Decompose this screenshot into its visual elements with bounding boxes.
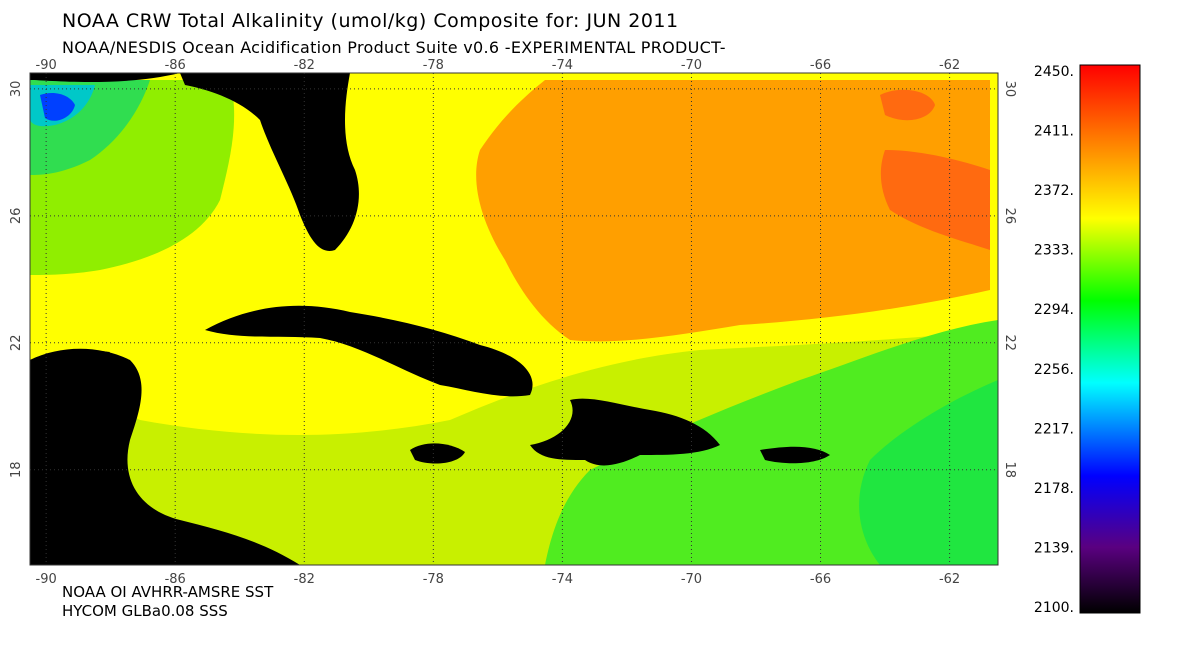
field-orange (476, 80, 990, 342)
lon-label: -90 (36, 58, 57, 73)
colorbar-label: 2178. (1034, 481, 1074, 497)
field-red-patch (880, 89, 935, 121)
colorbar-label: 2100. (1034, 600, 1074, 616)
source-sst: NOAA OI AVHRR-AMSRE SST (62, 583, 274, 601)
lat-label: 18 (1002, 462, 1017, 479)
map-grid (30, 73, 998, 565)
colorbar-label: 2256. (1034, 362, 1074, 378)
field-red-patch-2 (880, 150, 990, 250)
lon-label: -78 (423, 58, 444, 73)
field-green-deep (859, 380, 998, 565)
map-title: NOAA CRW Total Alkalinity (umol/kg) Comp… (62, 10, 679, 32)
colorbar-labels: 2450. 2411. 2372. 2333. 2294. 2256. 2217. 2178.… (1034, 64, 1074, 616)
lon-label: -90 (36, 572, 57, 587)
lat-label: 30 (1002, 81, 1017, 98)
colorbar-label: 2139. (1034, 540, 1074, 556)
land-masses (30, 73, 830, 565)
lon-label: -74 (552, 572, 573, 587)
colorbar-label: 2294. (1034, 302, 1074, 318)
lon-labels-top: -90 -86 -82 -78 -74 -70 -66 -62 (36, 58, 961, 73)
source-sss: HYCOM GLBa0.08 SSS (62, 602, 228, 620)
lat-label: 22 (1002, 335, 1017, 352)
lon-label: -82 (294, 58, 315, 73)
lat-labels-right: 30 26 22 18 (1002, 81, 1017, 478)
colorbar-label: 2372. (1034, 183, 1074, 199)
hispaniola (530, 398, 720, 466)
lat-label: 22 (9, 335, 24, 352)
lon-label: -86 (165, 58, 186, 73)
lon-label: -62 (939, 572, 960, 587)
colorbar-label: 2333. (1034, 243, 1074, 259)
lat-label: 18 (9, 462, 24, 479)
lon-label: -86 (165, 572, 186, 587)
map-frame (29, 72, 999, 566)
lon-labels-bottom: -90 -86 -82 -78 -74 -70 -66 -62 (36, 572, 961, 587)
cuba (205, 305, 533, 397)
lat-label: 26 (1002, 208, 1017, 225)
alkalinity-field (30, 73, 998, 565)
puerto-rico (760, 446, 830, 464)
yucatan-central-america (30, 348, 300, 565)
lon-label: -74 (552, 58, 573, 73)
lon-label: -66 (810, 572, 831, 587)
lon-label: -70 (681, 58, 702, 73)
gulf-coast (30, 73, 180, 82)
colorbar (1079, 64, 1141, 614)
colorbar-label: 2450. (1034, 64, 1074, 80)
florida (180, 73, 359, 251)
jamaica (410, 443, 465, 464)
lon-label: -62 (939, 58, 960, 73)
field-gulf-blue (40, 93, 75, 121)
lon-label: -66 (810, 58, 831, 73)
lon-label: -70 (681, 572, 702, 587)
lat-label: 26 (9, 208, 24, 225)
lon-label: -82 (294, 572, 315, 587)
lat-label: 30 (9, 81, 24, 98)
yucatan-tip (30, 350, 110, 385)
map-subtitle: NOAA/NESDIS Ocean Acidification Product … (62, 38, 726, 57)
lat-labels-left: 30 26 22 18 (9, 81, 24, 478)
lon-label: -78 (423, 572, 444, 587)
colorbar-label: 2411. (1034, 124, 1074, 140)
colorbar-label: 2217. (1034, 421, 1074, 437)
